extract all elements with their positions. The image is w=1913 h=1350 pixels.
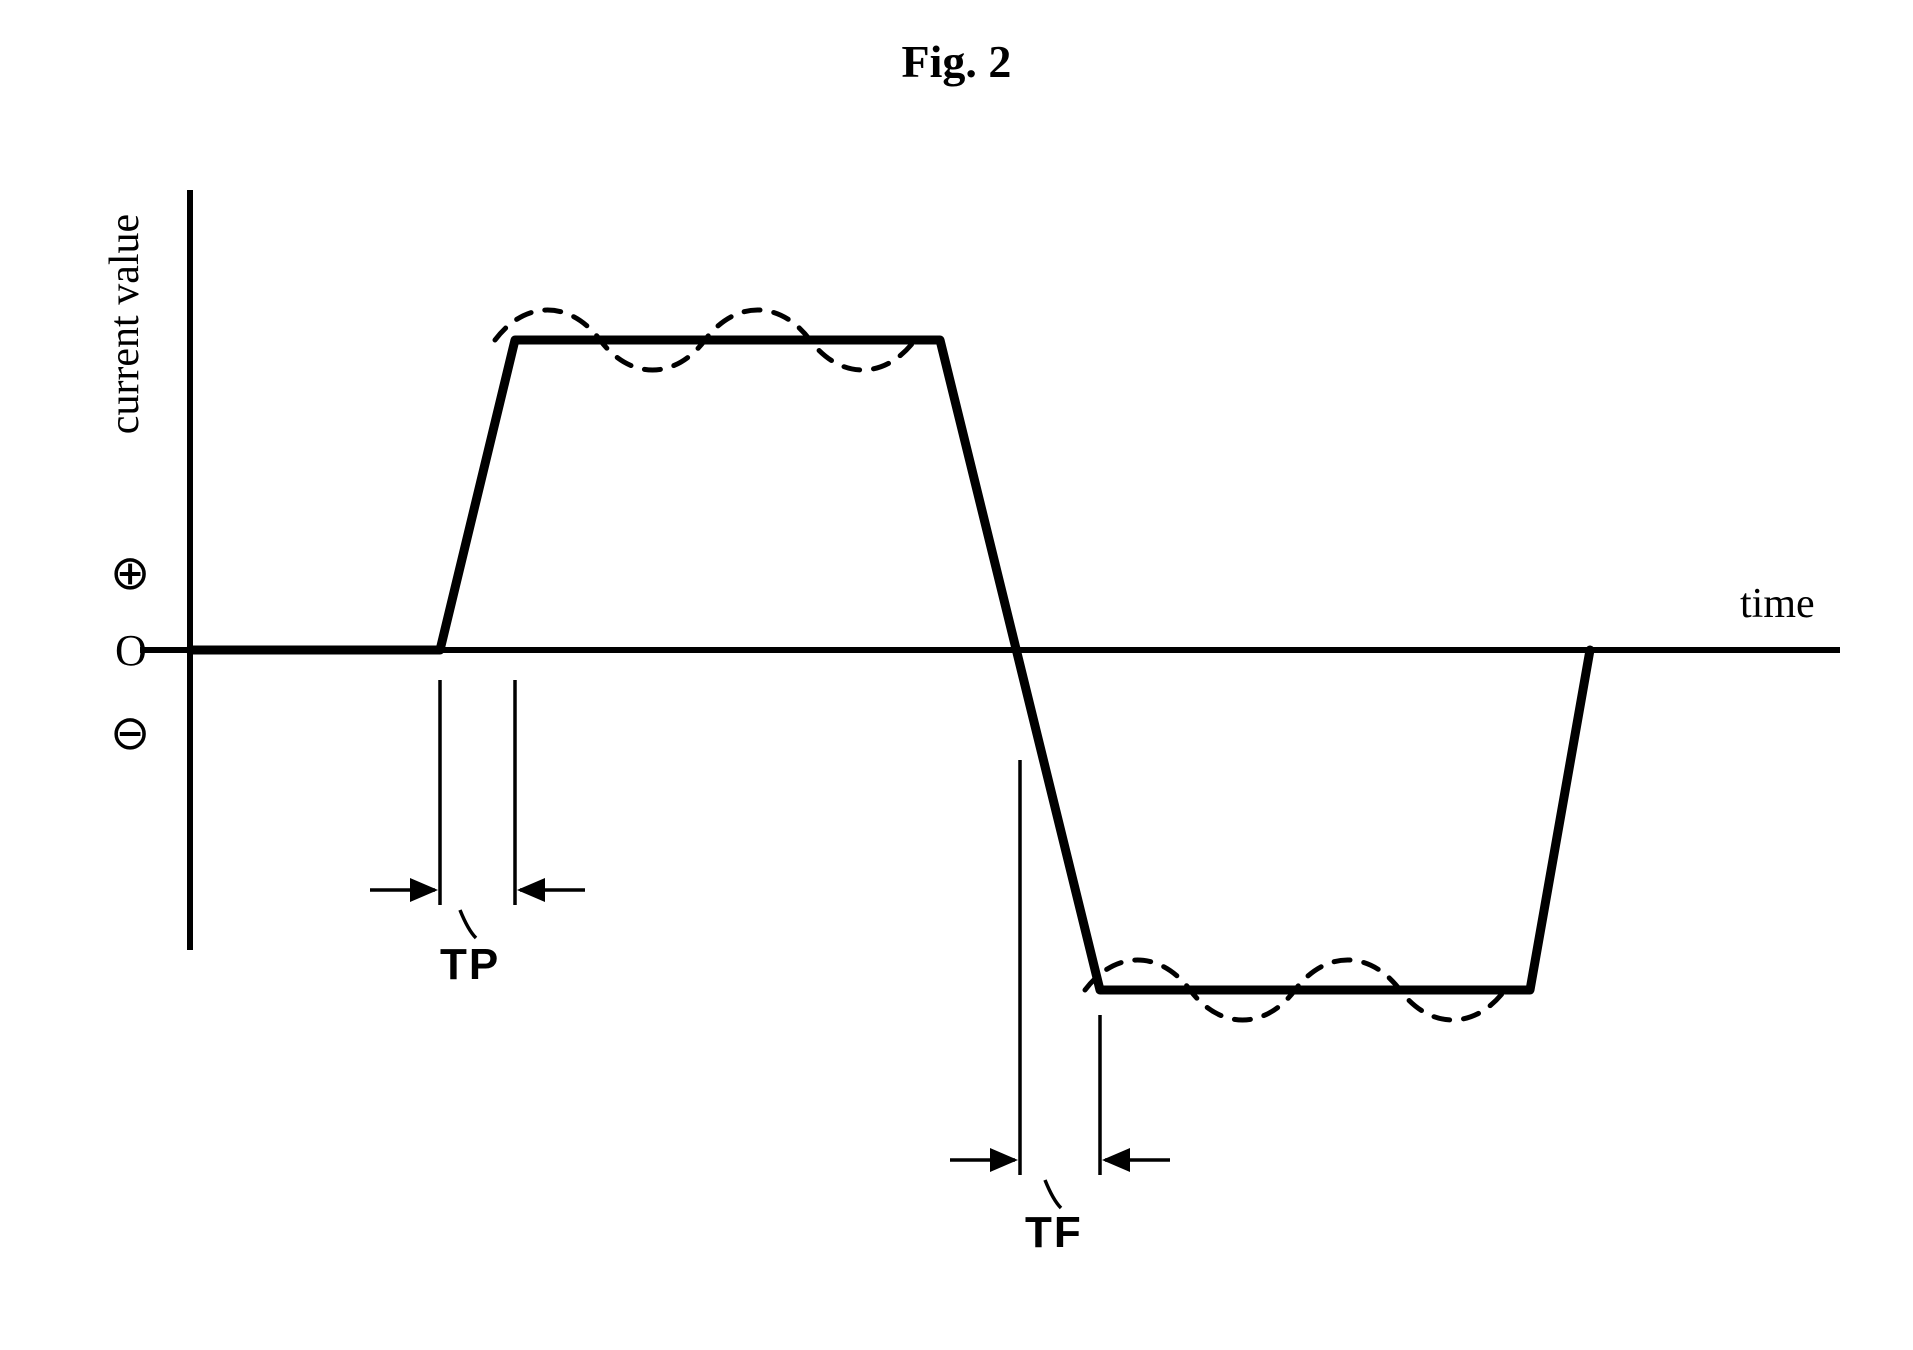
- tp-arrow-left-head: [410, 878, 438, 902]
- y-axis-label: current value: [101, 214, 149, 434]
- plus-symbol: ⊕: [110, 545, 150, 601]
- tf-arrow-left-head: [990, 1148, 1018, 1172]
- waveform-trace: [190, 340, 1590, 990]
- x-axis-label: time: [1740, 580, 1815, 628]
- chart-svg: [60, 120, 1860, 1270]
- minus-symbol: ⊖: [110, 705, 150, 761]
- tf-leader: [1045, 1180, 1061, 1208]
- tf-label: TF: [1025, 1208, 1083, 1258]
- tf-arrow-right-head: [1102, 1148, 1130, 1172]
- tp-leader: [460, 910, 476, 938]
- chart-container: current value ⊕ O ⊖ time TP TF: [60, 120, 1860, 1270]
- tp-arrow-right-head: [517, 878, 545, 902]
- tp-label: TP: [440, 940, 500, 990]
- figure-title: Fig. 2: [902, 35, 1012, 88]
- zero-symbol: O: [115, 625, 147, 676]
